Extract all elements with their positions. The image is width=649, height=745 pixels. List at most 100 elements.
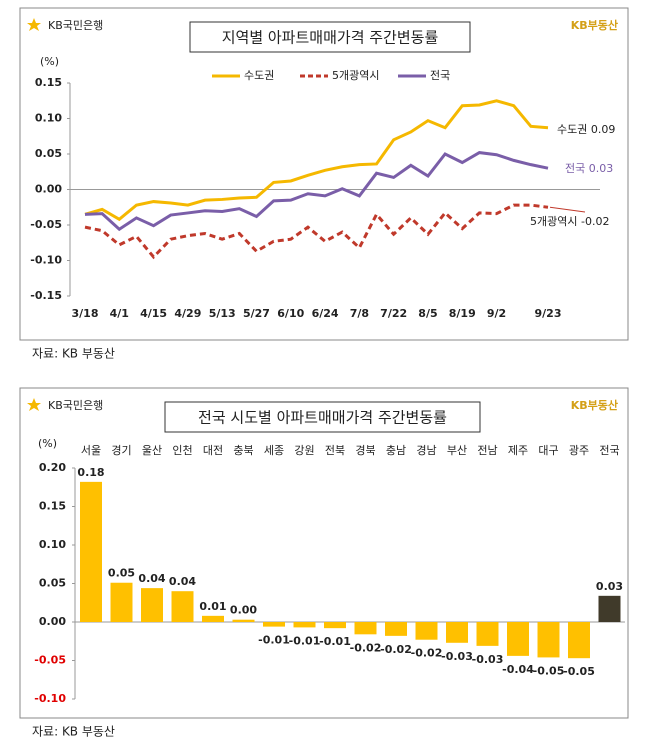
bar bbox=[141, 588, 163, 622]
x-tick-label: 5/27 bbox=[243, 307, 270, 320]
value-label: -0.01 bbox=[319, 635, 351, 648]
x-tick-label: 제주 bbox=[508, 444, 528, 457]
logo-star bbox=[27, 398, 41, 411]
value-label: 0.04 bbox=[169, 575, 196, 588]
x-tick-label: 충남 bbox=[386, 444, 406, 457]
value-label: 0.18 bbox=[77, 466, 104, 479]
value-label: -0.05 bbox=[533, 664, 565, 677]
x-tick-label: 7/22 bbox=[380, 307, 407, 320]
legend-label: 5개광역시 bbox=[332, 69, 379, 82]
value-label: -0.03 bbox=[441, 650, 473, 663]
series-line bbox=[84, 99, 549, 222]
y-tick-label: -0.10 bbox=[30, 254, 62, 267]
source: 자료: KB 부동산 bbox=[32, 347, 115, 361]
value-label: 0.03 bbox=[596, 580, 623, 593]
bar bbox=[415, 622, 438, 640]
bar bbox=[507, 622, 529, 656]
x-tick-label: 전남 bbox=[477, 444, 497, 457]
legend-label: 전국 bbox=[430, 69, 450, 82]
x-tick-label: 8/5 bbox=[418, 307, 437, 320]
logo-left: KB국민은행 bbox=[48, 19, 103, 32]
annotation: 수도권 0.09 bbox=[557, 123, 615, 136]
series-line bbox=[84, 203, 549, 260]
x-tick-label: 광주 bbox=[569, 444, 589, 457]
x-tick-label: 대전 bbox=[203, 444, 223, 457]
y-tick-label: 0.05 bbox=[35, 147, 62, 160]
annotation: 전국 0.03 bbox=[565, 162, 613, 175]
chart-title: 지역별 아파트매매가격 주간변동률 bbox=[222, 29, 439, 47]
y-tick-label: 0.00 bbox=[39, 615, 66, 628]
y-tick-label: 0.00 bbox=[35, 183, 62, 196]
x-tick-label: 전북 bbox=[325, 444, 345, 457]
unit: (%) bbox=[38, 437, 57, 450]
value-label: -0.02 bbox=[380, 643, 412, 656]
y-tick-label: 0.05 bbox=[39, 577, 66, 590]
y-tick-label: 0.10 bbox=[35, 112, 62, 125]
x-tick-label: 전국 bbox=[599, 444, 619, 457]
x-tick-label: 울산 bbox=[142, 444, 162, 457]
x-tick-label: 서울 bbox=[81, 444, 101, 457]
bar bbox=[446, 622, 468, 643]
y-tick-label: -0.10 bbox=[34, 692, 66, 705]
x-tick-label: 8/19 bbox=[449, 307, 476, 320]
x-tick-label: 4/15 bbox=[140, 307, 167, 320]
x-tick-label: 인천 bbox=[172, 443, 192, 457]
y-tick-label: -0.05 bbox=[34, 654, 66, 667]
value-label: -0.02 bbox=[411, 647, 443, 660]
legend-label: 수도권 bbox=[244, 69, 274, 82]
annotation: 5개광역시 -0.02 bbox=[530, 215, 609, 228]
x-tick-label: 대구 bbox=[538, 444, 558, 457]
x-tick-label: 6/24 bbox=[312, 307, 339, 320]
bar bbox=[202, 615, 224, 622]
y-tick-label: -0.15 bbox=[30, 289, 62, 302]
x-tick-label: 경기 bbox=[111, 444, 131, 457]
logo-right: KB부동산 bbox=[571, 18, 618, 32]
y-tick-label: 0.15 bbox=[39, 500, 66, 513]
chart-title: 전국 시도별 아파트매매가격 주간변동률 bbox=[198, 409, 447, 427]
value-label: -0.01 bbox=[289, 634, 321, 647]
unit: (%) bbox=[40, 55, 59, 68]
value-label: -0.01 bbox=[258, 634, 290, 647]
logo-right: KB부동산 bbox=[571, 398, 618, 412]
x-tick-label: 3/18 bbox=[72, 307, 99, 320]
x-tick-label: 9/23 bbox=[535, 307, 562, 320]
x-tick-label: 5/13 bbox=[209, 307, 236, 320]
x-tick-label: 6/10 bbox=[277, 307, 304, 320]
value-label: 0.01 bbox=[199, 600, 226, 613]
y-tick-label: 0.20 bbox=[39, 461, 66, 474]
y-tick-label: 0.10 bbox=[39, 538, 66, 551]
bar bbox=[80, 481, 102, 622]
value-label: 0.04 bbox=[138, 572, 165, 585]
bar bbox=[354, 622, 377, 635]
title-box bbox=[189, 21, 471, 53]
bar bbox=[263, 622, 285, 627]
x-tick-label: 세종 bbox=[264, 444, 284, 457]
value-label: -0.04 bbox=[502, 663, 534, 676]
bar bbox=[476, 622, 499, 646]
series-line bbox=[84, 151, 549, 232]
bar bbox=[324, 622, 346, 629]
bar bbox=[110, 582, 133, 622]
x-tick-label: 충북 bbox=[233, 444, 253, 457]
y-tick-label: 0.15 bbox=[35, 76, 62, 89]
bar bbox=[568, 622, 590, 659]
bar bbox=[537, 622, 560, 658]
source: 자료: KB 부동산 bbox=[32, 725, 115, 739]
value-label: -0.03 bbox=[472, 653, 504, 666]
x-tick-label: 7/8 bbox=[350, 307, 369, 320]
bar bbox=[171, 591, 194, 622]
logo-star bbox=[27, 18, 41, 31]
value-label: 0.05 bbox=[108, 567, 135, 580]
x-tick-label: 9/2 bbox=[487, 307, 506, 320]
chart-frame bbox=[19, 7, 629, 341]
logo-left: KB국민은행 bbox=[48, 399, 103, 412]
value-label: 0.00 bbox=[230, 604, 257, 617]
bar bbox=[598, 595, 621, 622]
x-tick-label: 4/29 bbox=[174, 307, 201, 320]
x-tick-label: 경남 bbox=[416, 444, 436, 457]
bar bbox=[293, 622, 316, 628]
x-tick-label: 4/1 bbox=[110, 307, 129, 320]
bar bbox=[385, 622, 407, 636]
